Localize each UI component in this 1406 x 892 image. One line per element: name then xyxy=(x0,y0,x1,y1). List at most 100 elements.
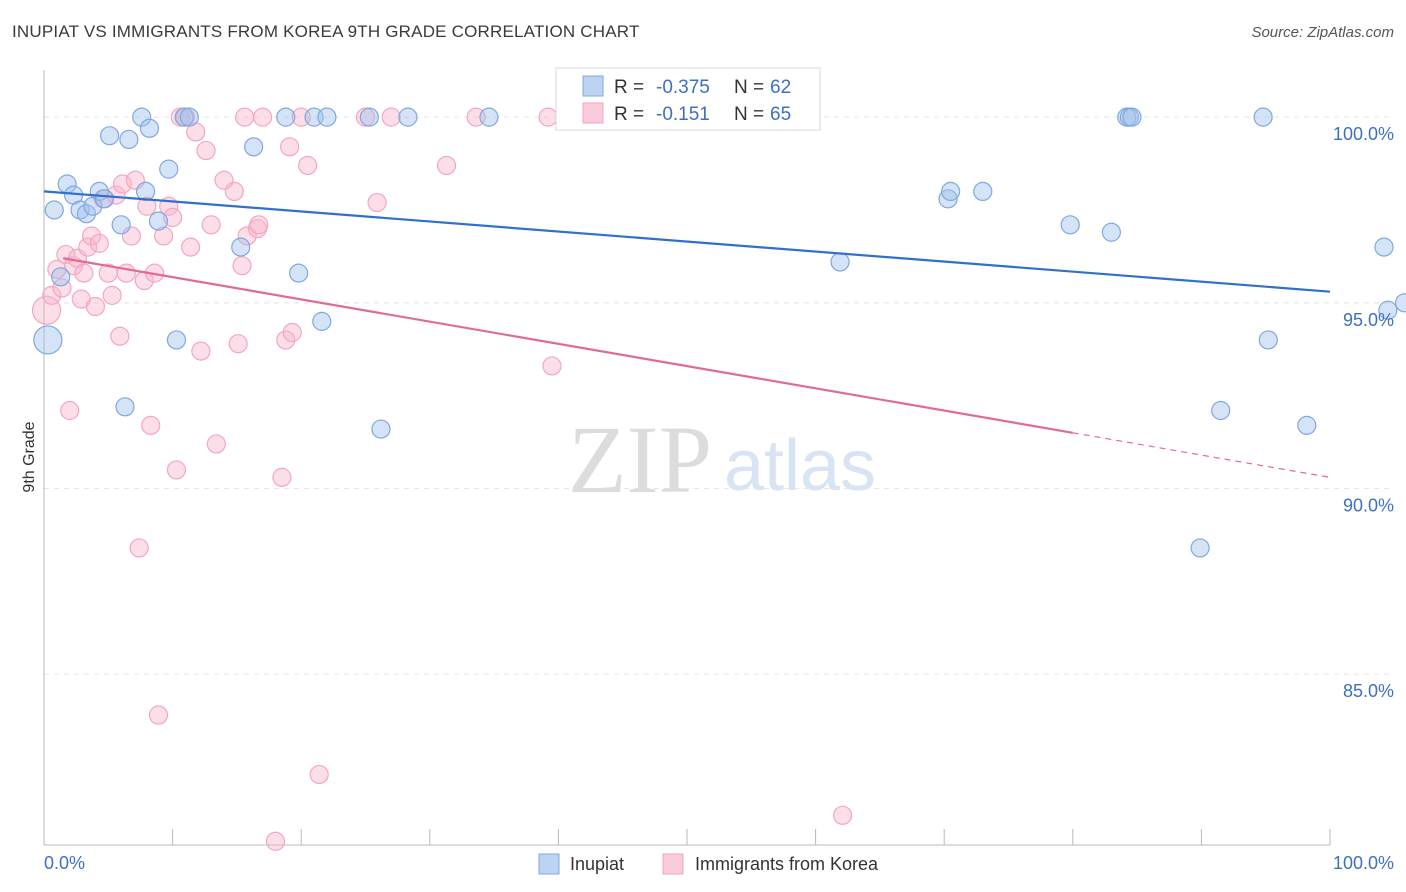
korea-point-39 xyxy=(201,215,221,235)
korea-point-48 xyxy=(249,215,269,235)
korea-trend-line-extension xyxy=(1072,432,1331,478)
korea-point-0 xyxy=(31,295,62,325)
inupiat-point-16 xyxy=(139,118,160,138)
inupiat-point-50 xyxy=(1258,330,1278,350)
inupiat-point-32 xyxy=(479,107,499,127)
series-inupiat xyxy=(33,107,1406,558)
inupiat-point-48 xyxy=(1211,400,1231,421)
chart-title: INUPIAT VS IMMIGRANTS FROM KOREA 9TH GRA… xyxy=(12,22,640,41)
inupiat-point-39 xyxy=(938,189,958,209)
korea-trend-line xyxy=(63,257,1073,434)
inupiat-point-20 xyxy=(174,107,194,127)
korea-point-53 xyxy=(280,137,300,157)
korea-point-40 xyxy=(206,434,226,454)
watermark: ZIP atlas xyxy=(568,406,876,513)
legend-n-label-inupiat: N = xyxy=(734,77,764,98)
inupiat-point-28 xyxy=(317,107,337,127)
korea-point-56 xyxy=(298,155,318,176)
y-tick-label-100: 100.0% xyxy=(1333,124,1394,144)
korea-point-16 xyxy=(102,285,122,305)
korea-point-9 xyxy=(74,263,94,283)
inupiat-point-40 xyxy=(941,181,961,202)
x-tick-labels: 0.0% 100.0% xyxy=(44,853,1394,873)
korea-point-59 xyxy=(367,192,387,213)
korea-point-26 xyxy=(141,415,161,435)
y-tick-label-90: 90.0% xyxy=(1343,495,1394,515)
inupiat-point-10 xyxy=(99,126,120,146)
korea-point-25 xyxy=(137,196,157,216)
korea-point-46 xyxy=(237,226,257,246)
korea-point-13 xyxy=(89,233,109,253)
bottom-legend-label-korea: Immigrants from Korea xyxy=(695,854,879,874)
inupiat-point-51 xyxy=(1297,415,1317,435)
legend-r-value-inupiat: -0.375 xyxy=(656,77,710,98)
korea-point-38 xyxy=(196,140,216,161)
korea-point-12 xyxy=(85,296,106,317)
x-tick-label-min: 0.0% xyxy=(44,853,85,873)
legend-swatch-inupiat xyxy=(582,75,604,97)
inupiat-point-53 xyxy=(1378,300,1398,320)
korea-point-52 xyxy=(276,330,296,350)
inupiat-point-38 xyxy=(830,252,850,272)
trend-lines xyxy=(43,190,1331,478)
inupiat-point-46 xyxy=(1122,107,1142,127)
inupiat-point-31 xyxy=(398,107,418,127)
y-axis-title: 9th Grade xyxy=(21,421,38,492)
inupiat-trend-line xyxy=(43,190,1331,293)
chart-source: Source: ZipAtlas.com xyxy=(1251,24,1394,41)
korea-point-61 xyxy=(436,155,457,176)
korea-point-63 xyxy=(538,107,558,127)
grid xyxy=(44,116,1394,675)
inupiat-point-24 xyxy=(276,107,296,127)
inupiat-point-41 xyxy=(973,181,993,202)
inupiat-point-12 xyxy=(115,397,135,417)
legend-r-label-korea: R = xyxy=(614,104,644,125)
inupiat-point-52 xyxy=(1374,237,1394,257)
bottom-legend-swatch-inupiat xyxy=(538,853,560,875)
inupiat-point-19 xyxy=(166,330,187,350)
korea-point-20 xyxy=(116,263,136,283)
inupiat-point-15 xyxy=(135,181,156,202)
inupiat-point-47 xyxy=(1190,538,1210,558)
korea-point-44 xyxy=(232,256,252,276)
korea-point-54 xyxy=(282,322,302,343)
legend-n-label-korea: N = xyxy=(734,104,764,125)
inupiat-point-21 xyxy=(179,107,199,127)
legend-n-value-inupiat: 62 xyxy=(770,77,791,98)
korea-point-29 xyxy=(153,226,174,246)
inupiat-point-22 xyxy=(231,237,251,257)
inupiat-point-13 xyxy=(119,129,139,150)
korea-point-42 xyxy=(224,181,244,202)
korea-point-23 xyxy=(129,538,149,558)
korea-point-37 xyxy=(191,341,211,361)
inupiat-point-14 xyxy=(132,107,152,127)
korea-point-51 xyxy=(272,467,292,487)
bottom-legend: Inupiat Immigrants from Korea xyxy=(538,853,879,875)
inupiat-point-25 xyxy=(289,263,309,283)
korea-point-64 xyxy=(542,356,562,376)
inupiat-point-43 xyxy=(1101,222,1121,242)
inupiat-point-29 xyxy=(359,107,379,127)
legend-swatch-korea xyxy=(582,102,604,124)
korea-point-10 xyxy=(78,237,98,257)
inupiat-point-27 xyxy=(312,311,332,331)
inupiat-point-9 xyxy=(94,189,115,209)
korea-point-19 xyxy=(112,174,133,194)
watermark-zip: ZIP xyxy=(568,406,712,513)
legend-r-label-inupiat: R = xyxy=(614,77,644,98)
legend: R = -0.375 N = 62 R = -0.151 N = 65 xyxy=(555,67,821,131)
korea-point-65 xyxy=(833,805,853,825)
korea-point-35 xyxy=(181,237,201,257)
inupiat-point-2 xyxy=(51,267,71,287)
korea-point-32 xyxy=(166,460,187,480)
bottom-legend-swatch-korea xyxy=(662,853,684,875)
inupiat-point-54 xyxy=(1394,293,1406,313)
y-tick-labels: 85.0% 90.0% 95.0% 100.0% xyxy=(1333,124,1394,701)
y-tick-label-85: 85.0% xyxy=(1343,681,1394,701)
korea-point-18 xyxy=(110,326,130,346)
x-tick-label-max: 100.0% xyxy=(1333,853,1394,873)
korea-point-43 xyxy=(228,334,248,354)
korea-point-49 xyxy=(253,107,273,127)
legend-r-value-korea: -0.151 xyxy=(656,104,710,125)
